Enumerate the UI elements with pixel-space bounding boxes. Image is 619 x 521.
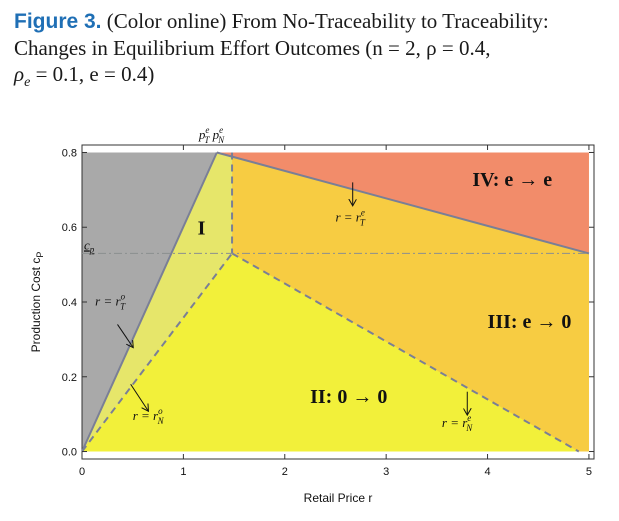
label-r-r-T-o: r = ro T xyxy=(95,292,126,312)
boundary-r-r-T-o xyxy=(81,152,218,452)
figure-caption: Figure 3. (Color online) From No-Traceab… xyxy=(14,8,610,96)
label-r-r-N-o: r = ro N xyxy=(133,406,165,426)
y-axis-label: Production Cost cP xyxy=(29,252,45,353)
caption-line2: Changes in Equilibrium Effort Outcomes (… xyxy=(14,36,491,60)
boundary-r-r-T-e xyxy=(216,151,590,255)
y-tick-label: 0.8 xyxy=(62,147,77,159)
c-p-bar-label: cp xyxy=(84,237,95,254)
y-tick-label: 0.6 xyxy=(62,222,77,234)
y-tick-label: 0.0 xyxy=(62,447,77,459)
x-axis-label: Retail Price r xyxy=(304,491,373,505)
region-label-II: II: 0 → 0 xyxy=(310,386,387,408)
x-tick-label: 5 xyxy=(586,466,592,478)
arrow-r-r-N-o xyxy=(130,383,148,410)
arrow-r-r-T-o xyxy=(117,324,132,346)
top-label-p: pe T pe N xyxy=(198,125,225,145)
figure-label: Figure 3. xyxy=(14,10,102,33)
caption-line3-rest: = 0.1, e = 0.4) xyxy=(30,62,155,86)
label-r-r-T-e: r = re T xyxy=(335,208,365,228)
label-r-r-N-e: r = re N xyxy=(442,413,473,433)
caption-rho-sub: e xyxy=(24,75,31,91)
x-tick-label: 2 xyxy=(282,466,288,478)
x-tick-label: 3 xyxy=(383,466,389,478)
boundary-r-r-N-o xyxy=(81,252,233,453)
caption-rho: ρ xyxy=(14,62,25,86)
region-label-IV: IV: e → e xyxy=(472,169,552,191)
region-label-I: I xyxy=(198,218,206,240)
y-tick-label: 0.4 xyxy=(62,297,77,309)
region-label-III: III: e → 0 xyxy=(488,311,572,333)
boundary-r-r-N-e xyxy=(231,252,580,453)
x-tick-label: 4 xyxy=(484,466,490,478)
y-tick-label: 0.2 xyxy=(62,372,77,384)
region-III xyxy=(232,253,589,452)
region-I xyxy=(82,152,233,452)
caption-line1: (Color online) From No-Traceability to T… xyxy=(101,9,549,33)
region-II xyxy=(82,253,579,452)
x-tick-label: 0 xyxy=(79,466,85,478)
x-tick-label: 1 xyxy=(180,466,186,478)
